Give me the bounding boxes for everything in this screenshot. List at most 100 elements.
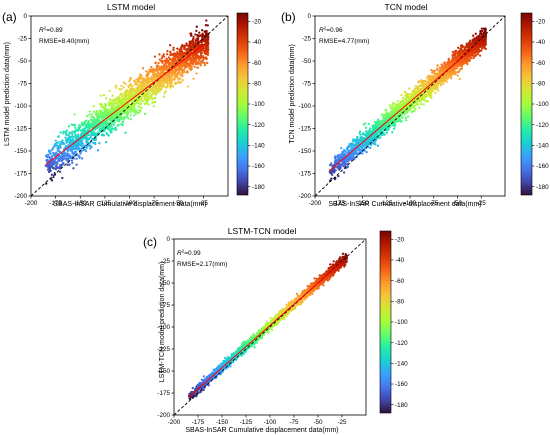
scatter-point bbox=[78, 156, 81, 159]
y-tick-label: -75 bbox=[18, 81, 28, 88]
scatter-point bbox=[118, 116, 121, 120]
panel-label-a: (a) bbox=[2, 10, 17, 24]
scatter-point bbox=[103, 114, 106, 117]
scatter-point bbox=[340, 146, 343, 150]
scatter-point bbox=[65, 154, 68, 157]
scatter-point bbox=[69, 148, 73, 152]
scatter-point bbox=[457, 46, 460, 49]
y-tick-label: -50 bbox=[18, 58, 28, 65]
scatter-point bbox=[114, 126, 117, 129]
scatter-point bbox=[414, 85, 417, 88]
scatter-point bbox=[194, 39, 198, 42]
scatter-point bbox=[356, 138, 360, 142]
scatter-point bbox=[84, 119, 88, 122]
scatter-point bbox=[46, 155, 49, 158]
scatter-point bbox=[109, 120, 113, 123]
scatter-point bbox=[153, 75, 156, 79]
scatter-point bbox=[88, 110, 91, 113]
scatter-point bbox=[340, 153, 343, 156]
scatter-point bbox=[112, 100, 116, 104]
scatter-point bbox=[67, 153, 70, 157]
scatter-point bbox=[120, 88, 123, 91]
scatter-point bbox=[61, 176, 64, 180]
scatter-point bbox=[143, 102, 147, 106]
scatter-point bbox=[118, 88, 121, 91]
scatter-point bbox=[54, 157, 58, 160]
colorbar-tick-label: -40 bbox=[252, 39, 262, 46]
colorbar-tick-label: -60 bbox=[252, 60, 262, 67]
scatter-point bbox=[101, 117, 104, 120]
scatter-point bbox=[74, 126, 77, 129]
scatter-point bbox=[194, 53, 197, 57]
scatter-point bbox=[162, 65, 165, 68]
scatter-point bbox=[344, 149, 347, 153]
x-tick-label: -100 bbox=[123, 200, 136, 207]
scatter-point bbox=[112, 128, 116, 131]
scatter-point bbox=[205, 30, 208, 33]
scatter-point bbox=[91, 113, 94, 116]
scatter-point bbox=[47, 166, 50, 169]
scatter-point bbox=[152, 68, 156, 71]
scatter-point bbox=[155, 83, 158, 87]
scatter-point bbox=[54, 153, 57, 156]
scatter-point bbox=[203, 43, 207, 47]
colorbar-tick-label: -120 bbox=[252, 122, 265, 129]
scatter-point bbox=[139, 102, 142, 106]
scatter-point bbox=[173, 58, 176, 62]
scatter-point bbox=[115, 97, 118, 100]
scatter-point bbox=[456, 51, 460, 54]
scatter-point bbox=[111, 94, 114, 97]
scatter-point bbox=[203, 63, 207, 67]
scatter-point bbox=[74, 136, 78, 140]
scatter-point bbox=[58, 143, 62, 146]
scatter-point bbox=[469, 39, 472, 42]
scatter-point bbox=[374, 143, 377, 146]
colorbar-tick-label: -140 bbox=[252, 143, 265, 150]
scatter-point bbox=[66, 129, 69, 132]
scatter-point bbox=[442, 82, 445, 86]
scatter-point bbox=[112, 103, 115, 106]
scatter-point bbox=[408, 87, 411, 90]
scatter-point bbox=[192, 56, 195, 60]
scatter-point bbox=[192, 35, 195, 39]
scatter-point bbox=[335, 155, 338, 158]
scatter-point bbox=[77, 128, 81, 131]
scatter-point bbox=[177, 78, 180, 81]
scatter-point bbox=[358, 130, 362, 133]
scatter-point bbox=[195, 29, 198, 33]
scatter-point bbox=[95, 132, 99, 135]
scatter-point bbox=[118, 102, 121, 105]
scatter-point bbox=[404, 116, 408, 119]
scatter-point bbox=[178, 81, 181, 85]
scatter-point bbox=[95, 109, 99, 113]
scatter-point bbox=[145, 94, 148, 97]
scatter-point bbox=[64, 139, 68, 142]
scatter-point bbox=[181, 78, 184, 82]
scatter-point bbox=[168, 44, 172, 47]
scatter-point bbox=[168, 57, 171, 61]
y-tick-label: -25 bbox=[18, 36, 28, 43]
scatter-point bbox=[84, 149, 88, 153]
scatter-point bbox=[71, 138, 75, 141]
scatter-point bbox=[362, 145, 365, 148]
scatter-point bbox=[68, 163, 71, 166]
scatter-point bbox=[330, 177, 333, 180]
scatter-point bbox=[200, 34, 203, 37]
scatter-point bbox=[189, 66, 192, 69]
scatter-point bbox=[129, 77, 132, 80]
scatter-point bbox=[79, 152, 82, 155]
scatter-point bbox=[338, 158, 341, 161]
scatter-point bbox=[341, 155, 344, 158]
scatter-point bbox=[181, 45, 184, 48]
scatter-point bbox=[420, 80, 423, 84]
scatter-point bbox=[173, 55, 177, 59]
scatter-point bbox=[80, 157, 84, 160]
scatter-point bbox=[200, 40, 203, 44]
scatter-point bbox=[161, 55, 164, 58]
scatter-point bbox=[122, 97, 125, 101]
scatter-point bbox=[51, 163, 54, 167]
scatter-point bbox=[164, 79, 168, 82]
scatter-point bbox=[124, 90, 128, 93]
scatter-point bbox=[183, 66, 187, 69]
scatter-point bbox=[389, 106, 392, 110]
